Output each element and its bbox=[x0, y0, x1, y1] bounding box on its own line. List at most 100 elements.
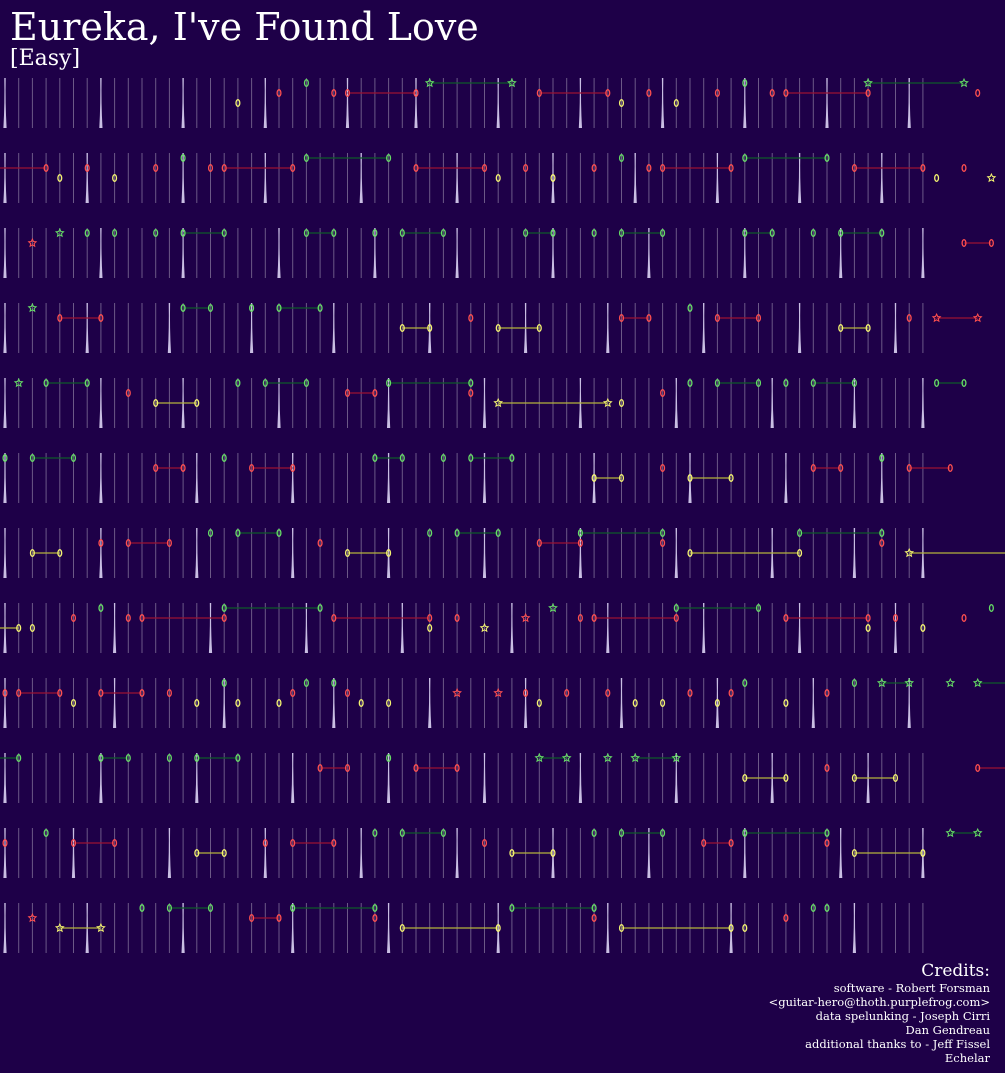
measure-line bbox=[250, 303, 254, 353]
green-note bbox=[755, 604, 762, 612]
yellow-note bbox=[276, 699, 282, 707]
red-note bbox=[331, 89, 337, 97]
red-note bbox=[892, 614, 899, 622]
red-note bbox=[125, 539, 131, 547]
yellow-note bbox=[714, 699, 720, 707]
green-note bbox=[84, 229, 90, 237]
measure-line bbox=[195, 528, 199, 578]
green-star-note bbox=[904, 677, 915, 688]
red-note bbox=[454, 614, 460, 622]
green-note bbox=[988, 604, 994, 612]
measure-line bbox=[387, 903, 391, 953]
green-note bbox=[235, 379, 241, 387]
green-note bbox=[221, 679, 227, 687]
red-note bbox=[2, 839, 8, 847]
red-note bbox=[180, 464, 186, 472]
chart-row bbox=[0, 153, 997, 203]
green-note bbox=[550, 229, 556, 237]
yellow-note bbox=[783, 699, 789, 707]
green-star-note bbox=[424, 77, 435, 88]
measure-line bbox=[99, 528, 103, 578]
green-note bbox=[221, 229, 227, 237]
green-star-note bbox=[945, 677, 956, 688]
green-note bbox=[714, 379, 720, 387]
green-note bbox=[742, 79, 748, 87]
measure-line bbox=[291, 903, 295, 953]
green-note bbox=[591, 829, 597, 837]
red-note bbox=[906, 464, 912, 472]
measure-line bbox=[907, 678, 911, 728]
yellow-note bbox=[16, 624, 22, 632]
green-note bbox=[153, 229, 159, 237]
measure-line bbox=[702, 603, 706, 653]
green-note bbox=[303, 79, 309, 87]
red-note bbox=[331, 614, 337, 622]
green-note bbox=[235, 529, 241, 537]
measure-line bbox=[99, 453, 103, 503]
red-note bbox=[290, 164, 296, 172]
green-star-note bbox=[671, 752, 682, 763]
measure-line bbox=[3, 903, 7, 953]
red-note bbox=[372, 389, 378, 397]
yellow-note bbox=[632, 699, 638, 707]
red-note bbox=[523, 689, 529, 697]
yellow-note bbox=[386, 549, 392, 557]
measure-line bbox=[578, 78, 582, 128]
red-note bbox=[728, 164, 734, 172]
red-note bbox=[769, 89, 775, 97]
green-note bbox=[879, 454, 885, 462]
red-star-note bbox=[972, 312, 983, 323]
red-note bbox=[70, 614, 77, 622]
measure-line bbox=[606, 903, 610, 953]
red-note bbox=[468, 389, 474, 397]
measure-line bbox=[524, 678, 528, 728]
yellow-note bbox=[851, 849, 857, 857]
green-note bbox=[331, 229, 337, 237]
measure-line bbox=[482, 453, 487, 503]
measure-line bbox=[743, 228, 747, 278]
yellow-note bbox=[687, 474, 693, 482]
green-note bbox=[372, 454, 378, 462]
red-note bbox=[577, 614, 583, 622]
red-star-note bbox=[27, 912, 38, 923]
green-note bbox=[523, 229, 529, 237]
green-note bbox=[509, 904, 515, 912]
red-note bbox=[660, 389, 666, 397]
yellow-note bbox=[618, 99, 625, 107]
measure-line bbox=[263, 828, 267, 878]
measure-line bbox=[99, 753, 103, 803]
red-note bbox=[906, 314, 912, 322]
credits-block: Credits: software - Robert Forsman <guit… bbox=[769, 960, 990, 1065]
yellow-star-note bbox=[986, 172, 997, 183]
green-note bbox=[824, 904, 830, 912]
chart-row bbox=[2, 827, 983, 878]
green-note bbox=[112, 229, 118, 237]
green-star-note bbox=[534, 752, 545, 763]
green-note bbox=[577, 529, 583, 537]
chart-row bbox=[0, 752, 1005, 803]
measure-line bbox=[113, 678, 117, 728]
green-note bbox=[769, 229, 775, 237]
green-star-note bbox=[630, 752, 641, 763]
measure-line bbox=[482, 378, 487, 428]
green-star-note bbox=[27, 302, 38, 313]
measure-line bbox=[3, 303, 7, 353]
chart-row bbox=[3, 377, 967, 428]
yellow-note bbox=[687, 549, 693, 557]
green-note bbox=[495, 529, 501, 537]
green-note bbox=[180, 304, 186, 312]
yellow-star-note bbox=[479, 622, 490, 633]
measure-line bbox=[578, 753, 582, 803]
green-note bbox=[687, 379, 693, 387]
red-note bbox=[646, 314, 652, 322]
credit-line: Dan Gendreau bbox=[905, 1022, 990, 1037]
red-note bbox=[728, 839, 734, 847]
red-note bbox=[660, 464, 666, 472]
measure-line bbox=[455, 153, 459, 203]
green-note bbox=[276, 304, 282, 312]
yellow-note bbox=[235, 699, 241, 707]
red-note bbox=[468, 314, 474, 322]
measure-line bbox=[167, 303, 171, 353]
measure-line bbox=[332, 303, 336, 353]
chart-row bbox=[0, 602, 994, 653]
